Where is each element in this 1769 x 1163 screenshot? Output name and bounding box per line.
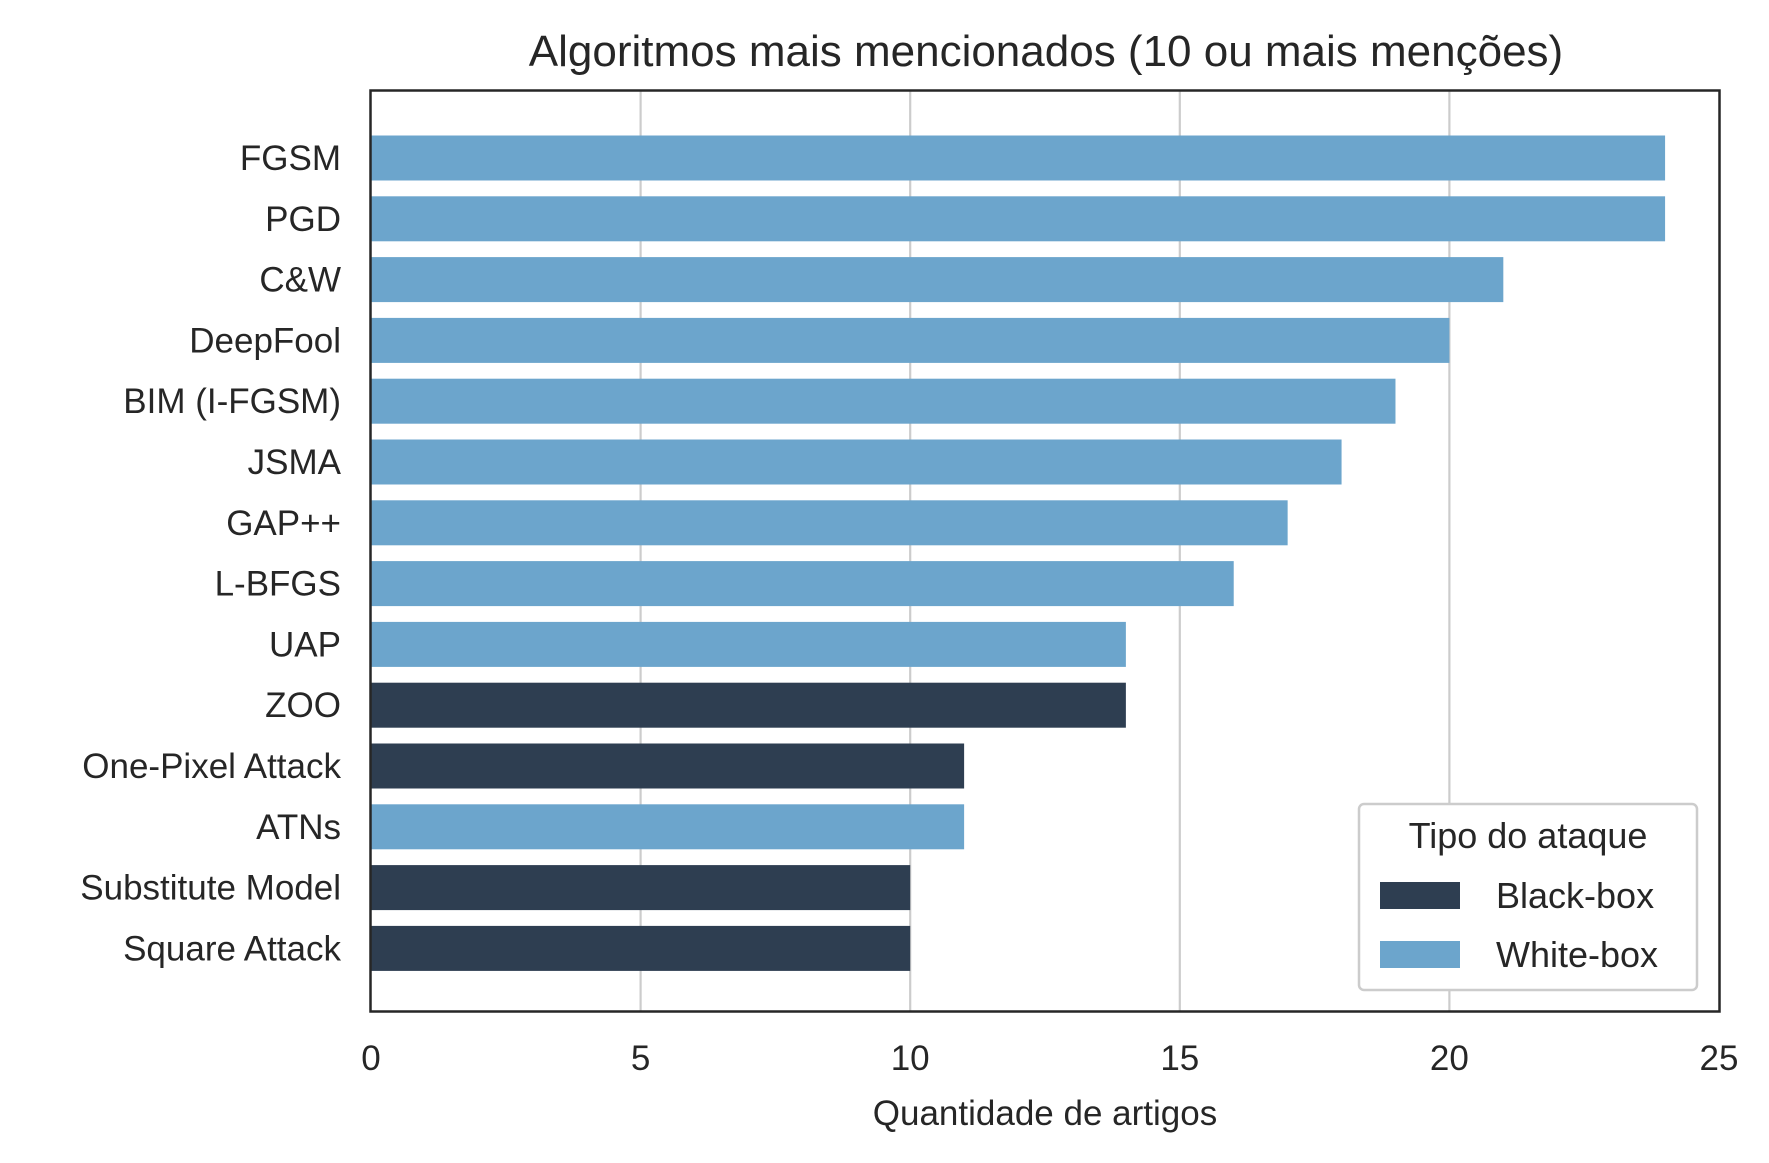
y-tick-label: ZOO: [265, 686, 341, 725]
bar-l-bfgs: [371, 561, 1234, 607]
y-tick-label: DeepFool: [189, 321, 341, 360]
bar-pgd: [371, 196, 1666, 242]
y-tick-label: PGD: [265, 200, 341, 239]
y-tick-label: ATNs: [256, 808, 341, 847]
legend-swatch-black-box: [1380, 882, 1460, 909]
chart-title: Algoritmos mais mencionados (10 ou mais …: [529, 27, 1563, 76]
y-tick-label: GAP++: [226, 504, 341, 543]
legend-title: Tipo do ataque: [1409, 815, 1648, 856]
y-tick-label: JSMA: [248, 443, 342, 482]
bar-bim-i-fgsm: [371, 378, 1396, 424]
y-tick-label: Substitute Model: [80, 869, 341, 908]
bar-gap: [371, 500, 1288, 546]
y-tick-labels: FGSM PGD C&W DeepFool BIM (I-FGSM) JSMA GAP++ L…: [80, 139, 341, 968]
legend: Tipo do ataque Black-box White-box: [1357, 802, 1699, 992]
x-tick-label: 0: [361, 1039, 380, 1078]
bar-uap: [371, 621, 1126, 667]
y-tick-label: L-BFGS: [215, 565, 341, 604]
plot-frame: [369, 89, 1721, 1013]
y-tick-label: UAP: [269, 625, 341, 664]
y-tick-label: FGSM: [240, 139, 341, 178]
legend-swatch-white-box: [1380, 941, 1460, 968]
bar-fgsm: [371, 135, 1666, 181]
y-tick-label: Square Attack: [123, 929, 341, 968]
legend-label-white-box: White-box: [1496, 934, 1658, 975]
y-tick-label: One-Pixel Attack: [82, 747, 341, 786]
x-tick-label: 20: [1430, 1039, 1469, 1078]
bar-c-w: [371, 257, 1504, 303]
x-tick-label: 15: [1160, 1039, 1199, 1078]
bar-jsma: [371, 439, 1342, 485]
x-axis-label: Quantidade de artigos: [873, 1094, 1217, 1133]
bar-one-pixel-attack: [371, 743, 965, 789]
bar-zoo: [371, 682, 1126, 728]
y-tick-label: BIM (I-FGSM): [123, 382, 341, 421]
x-tick-label: 25: [1700, 1039, 1739, 1078]
y-tick-label: C&W: [259, 261, 341, 300]
bars: [371, 135, 1666, 971]
bar-atns: [371, 804, 965, 850]
x-tick-label: 5: [631, 1039, 650, 1078]
bar-square-attack: [371, 925, 911, 971]
legend-label-black-box: Black-box: [1496, 875, 1654, 916]
x-tick-labels: 0 5 10 15 20 25: [361, 1039, 1738, 1078]
bar-substitute-model: [371, 865, 911, 911]
bar-deepfool: [371, 317, 1450, 363]
x-tick-label: 10: [891, 1039, 930, 1078]
